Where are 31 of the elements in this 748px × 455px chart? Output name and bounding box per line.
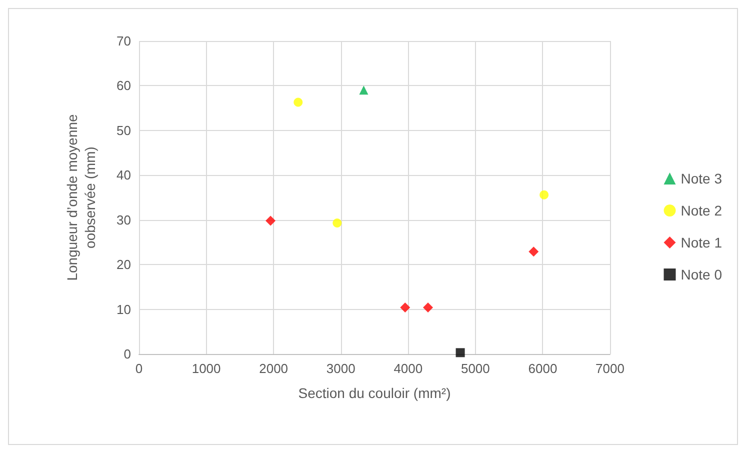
legend-label: Note 1 bbox=[680, 234, 722, 250]
y-tick-label: 60 bbox=[116, 78, 131, 94]
x-tick-label: 6000 bbox=[528, 361, 558, 376]
y-tick-label: 70 bbox=[116, 34, 131, 48]
point bbox=[400, 302, 410, 312]
point bbox=[294, 98, 303, 107]
point bbox=[359, 86, 368, 95]
y-tick-label: 10 bbox=[116, 302, 131, 317]
y-tick-label: 50 bbox=[116, 122, 131, 138]
legend-label: Note 0 bbox=[680, 266, 722, 282]
y-tick-label: 0 bbox=[124, 346, 131, 362]
point bbox=[528, 246, 539, 257]
legend-label: Note 3 bbox=[680, 170, 722, 186]
point bbox=[422, 302, 433, 312]
x-axis-title: Section du couloir (mm²) bbox=[298, 385, 451, 401]
y-tick-label: 20 bbox=[116, 257, 131, 272]
legend-label: Note 2 bbox=[680, 202, 722, 218]
point bbox=[266, 216, 276, 226]
point bbox=[456, 348, 465, 358]
x-tick-label: 3000 bbox=[326, 361, 356, 376]
x-tick-label: 0 bbox=[135, 361, 143, 376]
x-tick-label: 5000 bbox=[460, 361, 490, 376]
y-axis-title: Longueur d’onde moyenne oobservée (mm) bbox=[64, 114, 98, 281]
x-tick-label: 1000 bbox=[192, 361, 221, 376]
x-tick-label: 2000 bbox=[259, 361, 288, 376]
x-tick-label: 7000 bbox=[596, 361, 624, 376]
y-tick-label: 30 bbox=[116, 212, 131, 228]
y-tick-label: 40 bbox=[116, 168, 131, 183]
point bbox=[332, 218, 342, 228]
x-tick-label: 4000 bbox=[394, 361, 423, 376]
point bbox=[540, 190, 549, 200]
